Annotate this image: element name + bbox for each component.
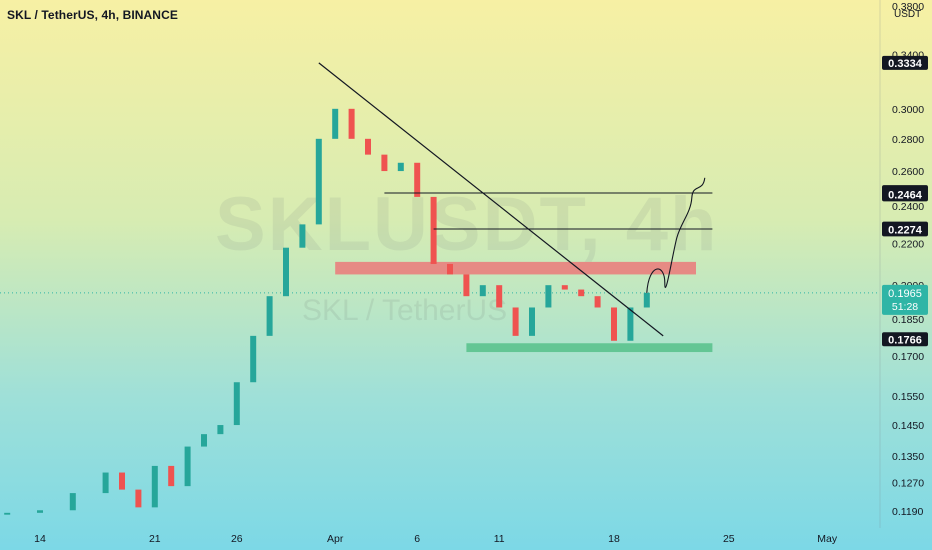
x-tick-label: 6 [414,533,420,545]
pair-watermark: SKL / TetherUS [302,294,508,327]
candle [4,512,11,515]
y-tick-label: 0.1270 [892,478,924,490]
price-level-label [882,222,928,237]
candle [102,472,109,494]
candle [529,307,535,336]
candle [233,382,240,426]
candle [578,289,585,297]
y-tick-label: 0.2600 [892,166,924,178]
candle [365,138,371,155]
y-tick-label: 0.1700 [892,351,924,363]
x-tick-label: 18 [608,533,620,545]
symbol-watermark: SKLUSDT, 4h [215,182,719,267]
x-tick-label: 21 [149,533,161,545]
candle [463,274,470,297]
y-tick-label: 0.1350 [892,451,924,463]
x-tick-label: 11 [494,533,505,545]
candle [332,108,339,139]
candle [643,292,650,308]
candle [496,285,503,308]
y-unit-label: USDT [894,9,921,20]
price-level-label [882,332,928,347]
projection-sketch [646,177,706,293]
candle [611,307,617,341]
y-tick-label: 0.3000 [892,104,924,116]
y-tick-label: 0.2800 [892,134,924,146]
candle [168,465,175,487]
y-tick-label: 0.2200 [892,239,924,251]
candle [119,472,125,490]
candle [184,446,191,487]
x-tick-label: 26 [231,533,243,545]
support-zone [466,343,713,353]
x-tick-label: Apr [327,533,344,545]
candle [545,285,552,308]
y-tick-label: 0.2400 [892,201,924,213]
candle [561,285,568,290]
candle [627,307,634,341]
price-level-value: 0.3334 [888,58,923,70]
candle [512,307,519,336]
candle [414,162,421,197]
current-price-label [882,284,928,315]
trendline [318,62,664,337]
candle [315,138,322,225]
price-level-value: 0.2274 [888,224,923,236]
candle [447,263,453,275]
candle [348,108,355,139]
candle [69,493,76,511]
y-tick-label: 0.1850 [892,314,924,326]
candle [217,425,224,435]
candle [283,247,289,297]
x-tick-label: May [817,533,838,545]
price-level-label [882,187,928,202]
candle [266,296,273,336]
candle [397,162,404,172]
price-level-value: 0.1766 [888,334,922,346]
y-tick-label: 0.1190 [892,506,923,518]
candle [135,489,142,508]
candle [594,296,601,308]
candle [201,434,207,447]
y-tick-label: 0.1450 [892,420,924,432]
y-tick-label: 0.1550 [892,391,924,403]
candle [37,510,43,513]
chart-title: SKL / TetherUS, 4h, BINANCE [7,8,178,22]
price-level-label [882,55,928,70]
y-tick-label: 0.3800 [892,1,924,13]
candle [479,285,486,297]
current-price-value: 0.1965 [888,288,922,300]
candle [299,224,306,248]
candle-countdown: 51:28 [892,301,918,313]
candle [151,465,158,508]
candle [250,335,257,383]
price-level-value: 0.2464 [888,189,923,201]
candle [381,154,388,172]
candle [430,196,437,264]
x-tick-label: 14 [34,533,46,545]
resistance-zone [335,261,696,275]
x-tick-label: 25 [723,533,735,545]
